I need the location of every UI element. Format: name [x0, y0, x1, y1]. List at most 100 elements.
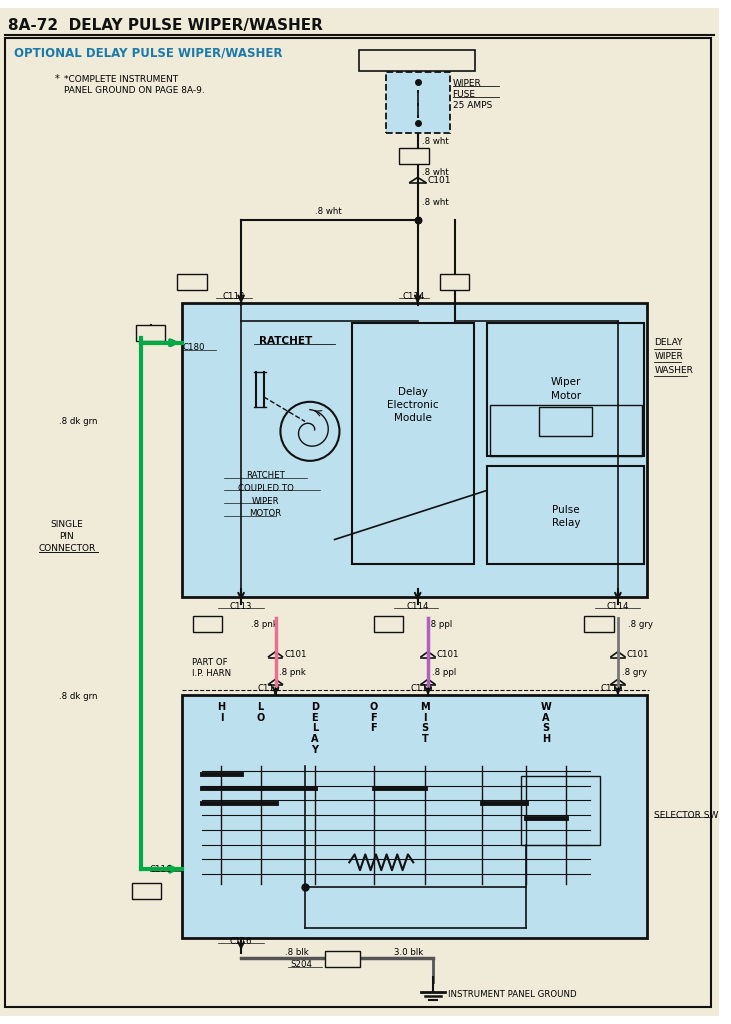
Text: PART OF: PART OF — [192, 658, 227, 667]
Text: .8 wht: .8 wht — [422, 136, 448, 145]
Text: C116: C116 — [258, 684, 280, 692]
Text: 93: 93 — [448, 276, 461, 287]
Text: .8 dk grn: .8 dk grn — [59, 417, 98, 426]
Text: CONNECTOR: CONNECTOR — [38, 544, 96, 553]
Text: C114: C114 — [406, 602, 429, 611]
Text: .8 dk grn: .8 dk grn — [59, 692, 98, 701]
Text: PANEL GROUND ON PAGE 8A-9.: PANEL GROUND ON PAGE 8A-9. — [64, 86, 205, 95]
Text: COUPLED TO: COUPLED TO — [238, 484, 294, 493]
Text: 91: 91 — [593, 620, 606, 629]
Text: C116: C116 — [410, 684, 433, 692]
Text: F: F — [371, 713, 377, 723]
Text: .8 gry: .8 gry — [622, 668, 647, 677]
Text: .8 wht: .8 wht — [315, 208, 341, 216]
Bar — [386, 72, 450, 133]
Bar — [352, 324, 474, 564]
Text: .8 ppl: .8 ppl — [428, 620, 452, 629]
Bar — [132, 883, 162, 899]
Text: 95: 95 — [144, 328, 157, 338]
Text: SINGLE: SINGLE — [50, 520, 83, 529]
Bar — [359, 49, 475, 72]
Text: .8 blk: .8 blk — [285, 948, 309, 957]
Text: Wiper: Wiper — [550, 377, 581, 387]
Text: Delay: Delay — [398, 387, 428, 397]
Text: O: O — [257, 713, 265, 723]
Bar — [182, 303, 648, 597]
Bar — [136, 325, 165, 341]
Text: .8 pnk: .8 pnk — [251, 620, 278, 629]
Text: WASHER: WASHER — [654, 366, 693, 375]
Bar — [487, 324, 645, 456]
Text: C101: C101 — [626, 650, 649, 659]
Text: I: I — [423, 713, 427, 723]
Bar — [182, 695, 648, 938]
Bar — [585, 616, 614, 632]
Text: WIPER: WIPER — [654, 352, 683, 361]
Text: Relay: Relay — [551, 518, 580, 527]
Text: *: * — [55, 74, 60, 84]
Text: 93: 93 — [407, 151, 421, 161]
Text: 92: 92 — [382, 620, 395, 629]
Text: .8 wht: .8 wht — [422, 198, 448, 207]
Text: RATCHET: RATCHET — [259, 336, 312, 346]
Text: C116: C116 — [230, 937, 252, 945]
Text: FUSE: FUSE — [452, 90, 476, 99]
Text: INSTRUMENT PANEL GROUND: INSTRUMENT PANEL GROUND — [447, 989, 576, 998]
Text: C113: C113 — [230, 602, 252, 611]
Text: 95: 95 — [140, 886, 154, 896]
Text: W: W — [541, 701, 551, 712]
Text: Pulse: Pulse — [552, 505, 580, 515]
Bar — [487, 466, 645, 564]
Text: 93: 93 — [185, 276, 199, 287]
Text: F: F — [371, 724, 377, 733]
Text: WIPER: WIPER — [452, 80, 482, 88]
Bar — [521, 776, 600, 845]
Text: H: H — [217, 701, 225, 712]
Text: M: M — [420, 701, 430, 712]
Text: .8 pnk: .8 pnk — [279, 668, 306, 677]
Text: D: D — [311, 701, 319, 712]
Bar — [539, 407, 592, 436]
Bar — [193, 616, 222, 632]
Text: *COMPLETE INSTRUMENT: *COMPLETE INSTRUMENT — [64, 75, 178, 84]
Text: C101: C101 — [437, 650, 459, 659]
Text: 8A-72  DELAY PULSE WIPER/WASHER: 8A-72 DELAY PULSE WIPER/WASHER — [8, 18, 323, 34]
Bar — [440, 273, 469, 290]
Bar — [325, 951, 360, 967]
Text: L: L — [257, 701, 264, 712]
Text: WIPER: WIPER — [252, 497, 279, 506]
Text: OPTIONAL DELAY PULSE WIPER/WASHER: OPTIONAL DELAY PULSE WIPER/WASHER — [14, 47, 282, 60]
Bar — [490, 404, 642, 456]
Text: .8 ppl: .8 ppl — [432, 668, 456, 677]
Text: Module: Module — [394, 413, 432, 423]
Text: RATCHET: RATCHET — [246, 471, 285, 480]
Bar — [177, 273, 207, 290]
Text: Y: Y — [311, 745, 319, 755]
Text: Motor: Motor — [550, 391, 581, 400]
Text: I.P. HARN: I.P. HARN — [192, 669, 231, 678]
Text: C101: C101 — [428, 176, 451, 185]
Text: C114: C114 — [402, 292, 425, 301]
Text: .8 wht: .8 wht — [422, 168, 448, 177]
Text: 3.0 blk: 3.0 blk — [393, 948, 423, 957]
Text: HOT IN ACCY OR RUN: HOT IN ACCY OR RUN — [369, 57, 466, 66]
Text: T: T — [422, 734, 428, 744]
Text: .8 gry: .8 gry — [628, 620, 653, 629]
Text: Electronic: Electronic — [387, 399, 439, 410]
Text: PIN: PIN — [59, 532, 75, 541]
Text: S: S — [542, 724, 550, 733]
Text: 94: 94 — [201, 620, 214, 629]
Bar — [399, 147, 429, 164]
Text: A: A — [311, 734, 319, 744]
Text: H: H — [542, 734, 550, 744]
Bar — [374, 616, 404, 632]
Text: 25 AMPS: 25 AMPS — [452, 101, 492, 111]
Text: C114: C114 — [607, 602, 629, 611]
Text: C116: C116 — [149, 864, 172, 873]
Text: C113: C113 — [223, 292, 246, 301]
Text: O: O — [370, 701, 378, 712]
Text: SELECTOR SW: SELECTOR SW — [654, 811, 719, 819]
Text: MOTOR: MOTOR — [249, 510, 281, 518]
Text: 150: 150 — [333, 953, 352, 964]
Text: C116: C116 — [600, 684, 623, 692]
